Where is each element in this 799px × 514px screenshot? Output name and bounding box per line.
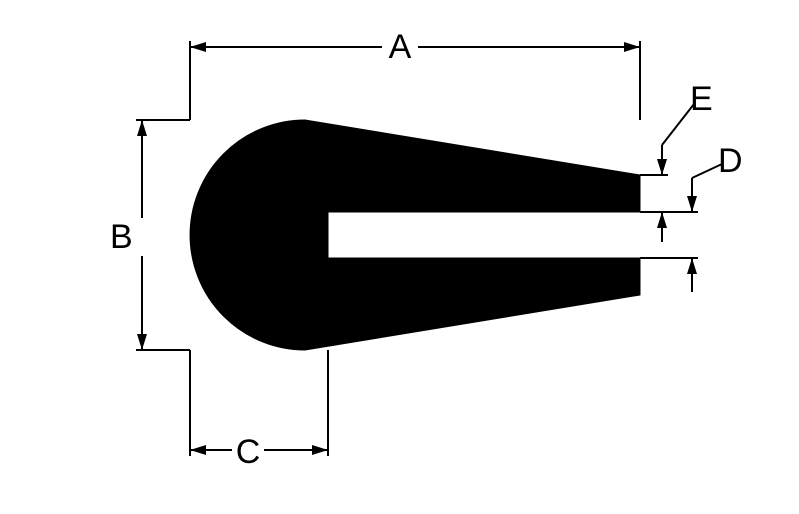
dim-label-B: B [110, 220, 133, 254]
dim-label-C: C [236, 435, 261, 469]
diagram-stage: A B C D E [0, 0, 799, 514]
dim-label-E: E [690, 82, 713, 116]
dim-label-A: A [389, 30, 412, 64]
diagram-svg [0, 0, 799, 514]
dim-label-D: D [718, 144, 743, 178]
